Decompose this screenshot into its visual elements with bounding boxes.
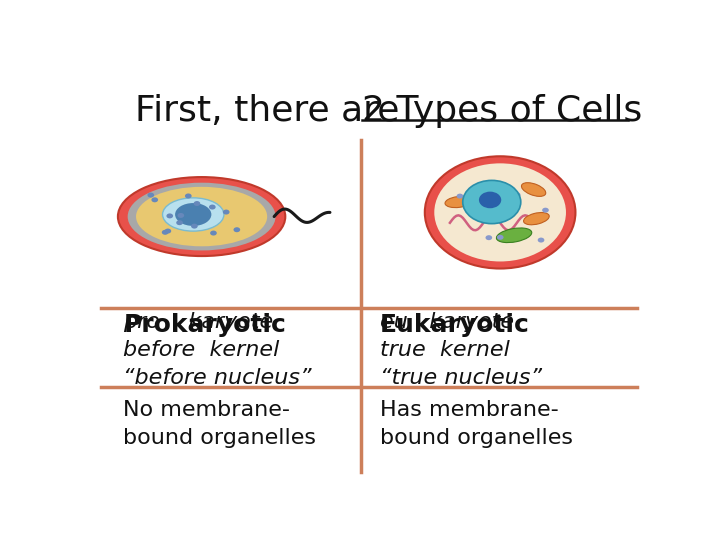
Text: Prokaryotic: Prokaryotic [124,313,287,336]
Text: 2 Types of Cells: 2 Types of Cells [361,94,642,128]
Ellipse shape [445,197,472,207]
Circle shape [162,230,168,235]
Text: eu   karyote
true  kernel
“true nucleus”: eu karyote true kernel “true nucleus” [380,312,542,388]
Circle shape [166,213,173,218]
Circle shape [514,192,521,197]
Circle shape [497,235,503,240]
Ellipse shape [127,183,276,251]
Text: First, there are: First, there are [135,94,410,128]
Circle shape [185,193,192,198]
Circle shape [485,235,492,240]
Circle shape [178,213,184,218]
Ellipse shape [175,203,212,226]
Circle shape [542,208,549,213]
Text: No membrane-
bound organelles: No membrane- bound organelles [124,401,317,448]
Circle shape [463,180,521,224]
Circle shape [434,163,566,261]
Circle shape [233,227,240,232]
Circle shape [194,201,200,206]
Ellipse shape [496,228,532,242]
Circle shape [477,186,483,191]
Circle shape [425,156,575,268]
Text: Eukaryotic: Eukaryotic [380,313,530,336]
Circle shape [223,210,230,214]
Circle shape [191,224,198,228]
Ellipse shape [163,198,224,231]
Circle shape [479,192,501,208]
Circle shape [474,210,482,215]
Text: Has membrane-
bound organelles: Has membrane- bound organelles [380,401,573,448]
Circle shape [538,238,544,242]
Circle shape [151,197,158,202]
Circle shape [210,231,217,235]
Ellipse shape [521,183,546,197]
Circle shape [491,197,498,202]
Circle shape [176,220,183,225]
Circle shape [209,205,216,210]
Ellipse shape [136,187,267,246]
Ellipse shape [118,177,285,256]
Circle shape [469,213,477,218]
Circle shape [456,194,463,199]
Ellipse shape [523,213,549,225]
Text: pro    karyote
before  kernel
“before nucleus”: pro karyote before kernel “before nucleu… [124,312,312,388]
Circle shape [148,193,154,198]
Circle shape [164,228,171,233]
